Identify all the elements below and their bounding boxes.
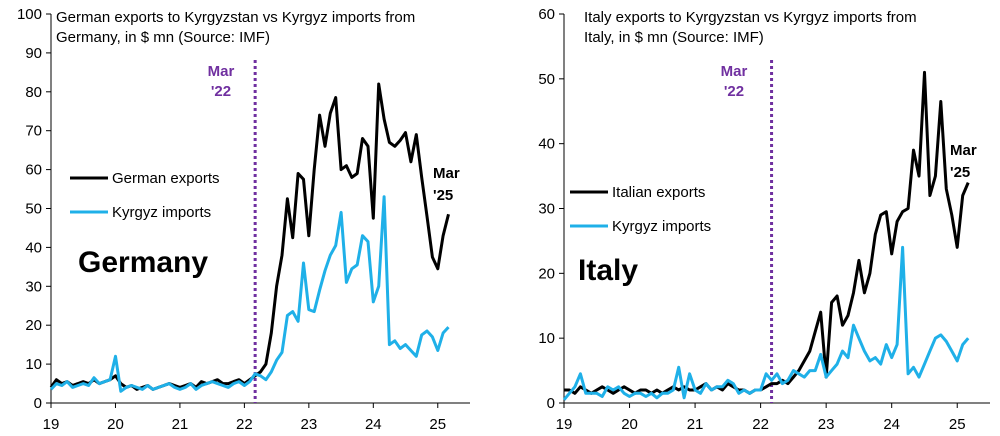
y-tick-label: 90 xyxy=(25,45,42,62)
x-tick-label: 23 xyxy=(818,416,835,433)
end-note-label: Mar xyxy=(433,165,460,182)
end-note-label: '25 xyxy=(950,164,970,181)
y-tick-label: 50 xyxy=(538,71,555,88)
x-tick-label: 19 xyxy=(43,416,60,433)
legend-label: Kyrgyz imports xyxy=(112,204,211,221)
end-note-label: '25 xyxy=(433,187,453,204)
y-tick-label: 10 xyxy=(25,356,42,373)
y-tick-label: 0 xyxy=(34,395,42,412)
chart-title-line: Italy exports to Kyrgyzstan vs Kyrgyz im… xyxy=(584,9,917,26)
x-tick-label: 19 xyxy=(556,416,573,433)
legend-label: Kyrgyz imports xyxy=(612,218,711,235)
x-tick-label: 23 xyxy=(301,416,318,433)
panel-label: Italy xyxy=(578,254,638,287)
y-tick-label: 60 xyxy=(538,6,555,23)
x-tick-label: 24 xyxy=(883,416,900,433)
chart-title-line: German exports to Kyrgyzstan vs Kyrgyz i… xyxy=(56,9,415,26)
y-tick-label: 50 xyxy=(25,201,42,218)
legend-label: Italian exports xyxy=(612,184,705,201)
event-marker-label: Mar xyxy=(208,63,235,80)
y-tick-label: 70 xyxy=(25,123,42,140)
x-tick-label: 25 xyxy=(429,416,446,433)
y-tick-label: 40 xyxy=(25,239,42,256)
y-tick-label: 80 xyxy=(25,84,42,101)
chart-title-line: Italy, in $ mn (Source: IMF) xyxy=(584,29,764,46)
y-tick-label: 60 xyxy=(25,162,42,179)
x-tick-label: 22 xyxy=(236,416,253,433)
x-tick-label: 25 xyxy=(949,416,966,433)
y-tick-label: 100 xyxy=(17,6,42,23)
y-tick-label: 0 xyxy=(547,395,555,412)
y-tick-label: 20 xyxy=(25,317,42,334)
series-line-kyrgyz-imports xyxy=(562,245,970,401)
x-tick-label: 20 xyxy=(621,416,638,433)
series-line-italian-exports xyxy=(564,70,970,395)
event-marker-label: '22 xyxy=(724,83,744,100)
y-tick-label: 40 xyxy=(538,136,555,153)
event-marker-label: '22 xyxy=(211,83,231,100)
x-tick-label: 21 xyxy=(172,416,189,433)
series-line-kyrgyz-imports xyxy=(49,195,450,393)
x-tick-label: 20 xyxy=(107,416,124,433)
panel-label: Germany xyxy=(78,246,208,279)
legend-label: German exports xyxy=(112,170,220,187)
event-marker-label: Mar xyxy=(721,63,748,80)
x-tick-label: 24 xyxy=(365,416,382,433)
y-tick-label: 10 xyxy=(538,330,555,347)
y-tick-label: 30 xyxy=(25,278,42,295)
y-tick-label: 20 xyxy=(538,265,555,282)
chart-title-line: Germany, in $ mn (Source: IMF) xyxy=(56,29,270,46)
x-tick-label: 22 xyxy=(752,416,769,433)
end-note-label: Mar xyxy=(950,142,977,159)
x-tick-label: 21 xyxy=(687,416,704,433)
y-tick-label: 30 xyxy=(538,201,555,218)
